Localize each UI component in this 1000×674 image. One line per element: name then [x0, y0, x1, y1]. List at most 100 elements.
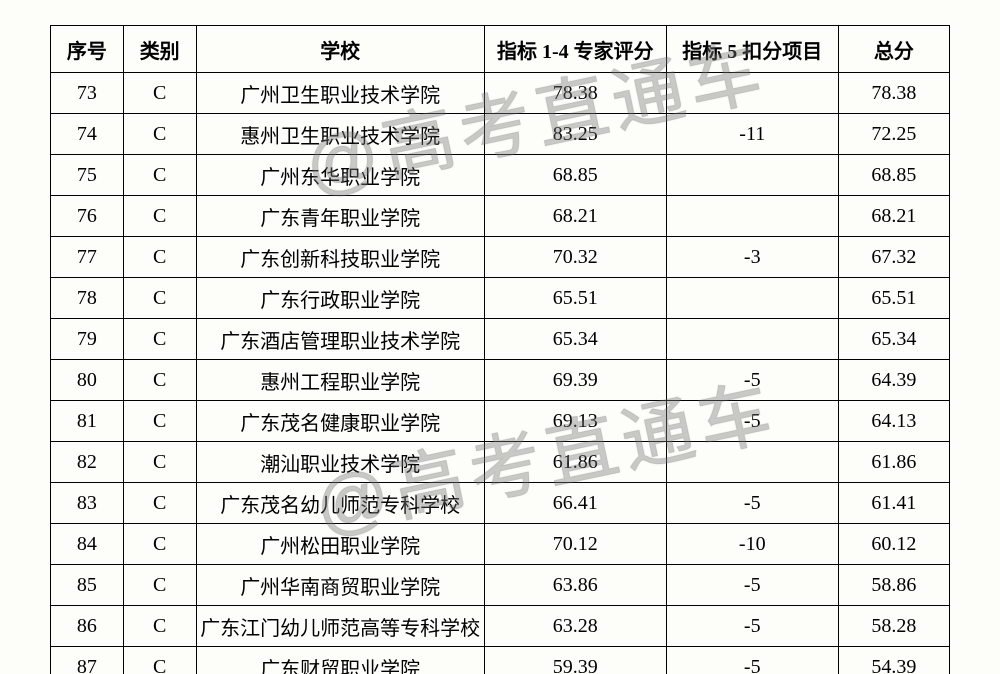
table-cell: 59.39 — [484, 647, 666, 674]
table-cell: 70.32 — [484, 237, 666, 278]
table-cell: 63.28 — [484, 606, 666, 647]
table-cell: 69.39 — [484, 360, 666, 401]
col-header: 学校 — [196, 26, 484, 73]
table-cell: C — [123, 196, 196, 237]
table-cell: 73 — [51, 73, 124, 114]
table-cell: -11 — [666, 114, 838, 155]
col-header: 总分 — [838, 26, 949, 73]
table-cell: -5 — [666, 565, 838, 606]
table-cell: 81 — [51, 401, 124, 442]
table-cell: 广州松田职业学院 — [196, 524, 484, 565]
table-cell: -5 — [666, 360, 838, 401]
table-row: 87C广东财贸职业学院59.39-554.39 — [51, 647, 950, 674]
col-header: 指标 1-4 专家评分 — [484, 26, 666, 73]
table-cell: 广东青年职业学院 — [196, 196, 484, 237]
table-cell: 85 — [51, 565, 124, 606]
table-cell: 78.38 — [484, 73, 666, 114]
table-row: 74C惠州卫生职业技术学院83.25-1172.25 — [51, 114, 950, 155]
score-table: 序号 类别 学校 指标 1-4 专家评分 指标 5 扣分项目 总分 73C广州卫… — [50, 25, 950, 674]
table-cell: C — [123, 647, 196, 674]
table-header-row: 序号 类别 学校 指标 1-4 专家评分 指标 5 扣分项目 总分 — [51, 26, 950, 73]
table-cell: 广东茂名幼儿师范专科学校 — [196, 483, 484, 524]
col-header: 指标 5 扣分项目 — [666, 26, 838, 73]
table-cell: 58.86 — [838, 565, 949, 606]
table-cell: C — [123, 278, 196, 319]
table-row: 81C广东茂名健康职业学院69.13-564.13 — [51, 401, 950, 442]
table-cell: 60.12 — [838, 524, 949, 565]
table-cell: 78 — [51, 278, 124, 319]
col-header: 序号 — [51, 26, 124, 73]
table-cell: C — [123, 401, 196, 442]
table-cell: 76 — [51, 196, 124, 237]
table-cell: 75 — [51, 155, 124, 196]
table-cell: 83.25 — [484, 114, 666, 155]
table-cell: -5 — [666, 606, 838, 647]
table-cell: 70.12 — [484, 524, 666, 565]
table-row: 85C广州华南商贸职业学院63.86-558.86 — [51, 565, 950, 606]
table-row: 82C潮汕职业技术学院61.8661.86 — [51, 442, 950, 483]
table-cell: 63.86 — [484, 565, 666, 606]
table-cell: C — [123, 483, 196, 524]
table-cell: C — [123, 114, 196, 155]
table-cell: 68.21 — [838, 196, 949, 237]
table-cell: 64.13 — [838, 401, 949, 442]
table-cell: -3 — [666, 237, 838, 278]
table-body: 73C广州卫生职业技术学院78.3878.3874C惠州卫生职业技术学院83.2… — [51, 73, 950, 674]
table-cell: 61.86 — [838, 442, 949, 483]
table-cell: 69.13 — [484, 401, 666, 442]
table-cell: 84 — [51, 524, 124, 565]
table-cell: 78.38 — [838, 73, 949, 114]
table-row: 78C广东行政职业学院65.5165.51 — [51, 278, 950, 319]
table-cell: C — [123, 360, 196, 401]
table-cell: 广东茂名健康职业学院 — [196, 401, 484, 442]
table-cell — [666, 278, 838, 319]
table-cell: C — [123, 524, 196, 565]
table-cell — [666, 73, 838, 114]
table-cell: 74 — [51, 114, 124, 155]
table-cell: 65.51 — [484, 278, 666, 319]
table-cell: 61.41 — [838, 483, 949, 524]
page-container: @高考直通车 @高考直通车 序号 类别 学校 指标 1-4 专家评分 指标 5 … — [0, 0, 1000, 674]
table-cell: C — [123, 155, 196, 196]
table-cell: C — [123, 319, 196, 360]
table-cell: 广州卫生职业技术学院 — [196, 73, 484, 114]
table-cell: C — [123, 606, 196, 647]
table-row: 77C广东创新科技职业学院70.32-367.32 — [51, 237, 950, 278]
table-row: 83C广东茂名幼儿师范专科学校66.41-561.41 — [51, 483, 950, 524]
table-row: 73C广州卫生职业技术学院78.3878.38 — [51, 73, 950, 114]
table-row: 86C广东江门幼儿师范高等专科学校63.28-558.28 — [51, 606, 950, 647]
table-cell: 64.39 — [838, 360, 949, 401]
table-cell: 广东财贸职业学院 — [196, 647, 484, 674]
col-header: 类别 — [123, 26, 196, 73]
table-cell: -5 — [666, 483, 838, 524]
table-cell: 广东江门幼儿师范高等专科学校 — [196, 606, 484, 647]
table-row: 75C广州东华职业学院68.8568.85 — [51, 155, 950, 196]
table-cell: C — [123, 565, 196, 606]
table-cell: 87 — [51, 647, 124, 674]
table-cell: -5 — [666, 401, 838, 442]
table-cell: 惠州工程职业学院 — [196, 360, 484, 401]
table-cell: 58.28 — [838, 606, 949, 647]
table-cell: 54.39 — [838, 647, 949, 674]
table-row: 80C惠州工程职业学院69.39-564.39 — [51, 360, 950, 401]
table-cell — [666, 319, 838, 360]
table-row: 79C广东酒店管理职业技术学院65.3465.34 — [51, 319, 950, 360]
table-cell: 68.85 — [838, 155, 949, 196]
table-cell — [666, 155, 838, 196]
table-cell: 61.86 — [484, 442, 666, 483]
table-cell: 广东酒店管理职业技术学院 — [196, 319, 484, 360]
table-cell — [666, 196, 838, 237]
table-cell: 广州东华职业学院 — [196, 155, 484, 196]
table-cell: 广州华南商贸职业学院 — [196, 565, 484, 606]
table-cell: 86 — [51, 606, 124, 647]
table-cell: 65.51 — [838, 278, 949, 319]
table-cell: 82 — [51, 442, 124, 483]
table-cell: 67.32 — [838, 237, 949, 278]
table-cell: 65.34 — [484, 319, 666, 360]
table-cell: C — [123, 442, 196, 483]
table-row: 84C广州松田职业学院70.12-1060.12 — [51, 524, 950, 565]
table-cell: 65.34 — [838, 319, 949, 360]
table-cell — [666, 442, 838, 483]
table-cell: 广东创新科技职业学院 — [196, 237, 484, 278]
table-cell: 惠州卫生职业技术学院 — [196, 114, 484, 155]
